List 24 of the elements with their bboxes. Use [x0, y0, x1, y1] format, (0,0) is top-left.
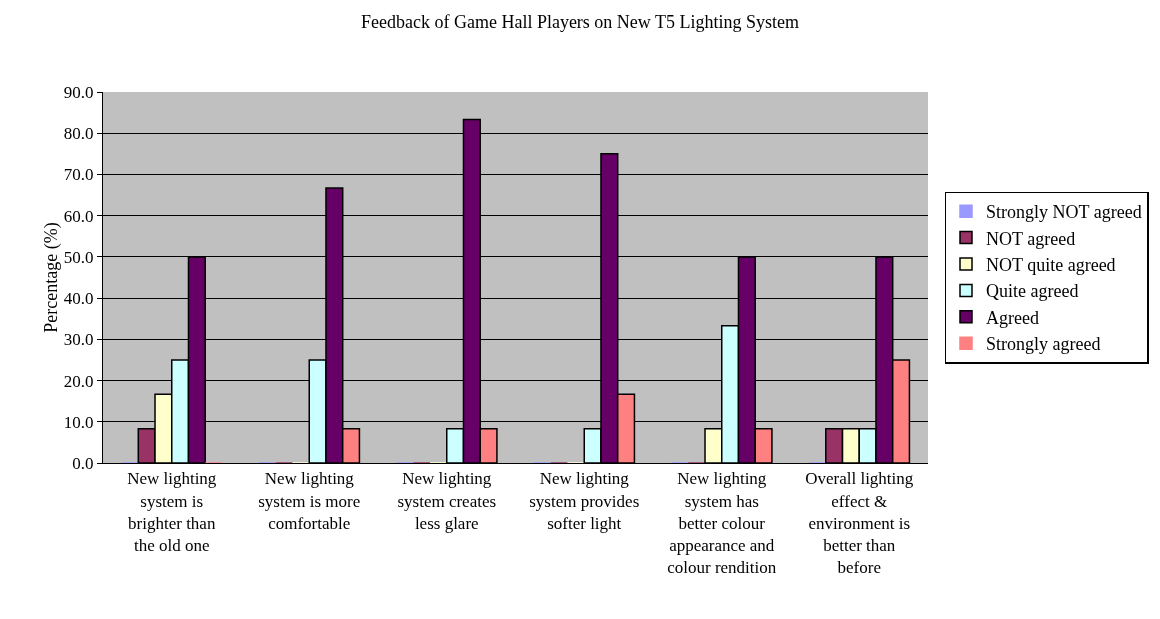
legend-label: NOT agreed — [986, 228, 1076, 249]
y-tick-label: 70.0 — [63, 165, 94, 185]
y-tick-label: 20.0 — [63, 371, 94, 391]
y-tick-label: 10.0 — [63, 412, 94, 432]
y-tick-label: 50.0 — [63, 247, 94, 267]
x-tick-label: New lighting system creates less glare — [397, 469, 497, 533]
x-tick-label: New lighting system provides softer light — [529, 469, 640, 533]
y-tick-label: 0.0 — [72, 453, 94, 473]
y-tick-label: 30.0 — [63, 330, 94, 350]
y-tick-label: 60.0 — [63, 206, 94, 226]
x-tick-label: New lighting system is more comfortable — [258, 469, 361, 533]
y-axis-title: Percentage (%) — [40, 222, 62, 333]
chart-title: Feedback of Game Hall Players on New T5 Lighting System — [360, 12, 800, 33]
legend-label: NOT quite agreed — [986, 255, 1116, 276]
y-tick-label: 90.0 — [63, 82, 94, 102]
legend-label: Strongly agreed — [986, 334, 1101, 355]
y-tick-label: 40.0 — [63, 289, 94, 309]
x-tick-label: New lighting system has better colour appearance and colour rendition — [667, 469, 777, 577]
legend-label: Quite agreed — [986, 281, 1079, 302]
x-tick-label: New lighting system is brighter than the old one — [127, 469, 217, 555]
legend-label: Agreed — [986, 307, 1039, 328]
y-tick-label: 80.0 — [63, 124, 94, 144]
legend-label: Strongly NOT agreed — [986, 202, 1142, 223]
x-tick-label: Overall lighting effect & environment is better than before — [805, 469, 914, 577]
